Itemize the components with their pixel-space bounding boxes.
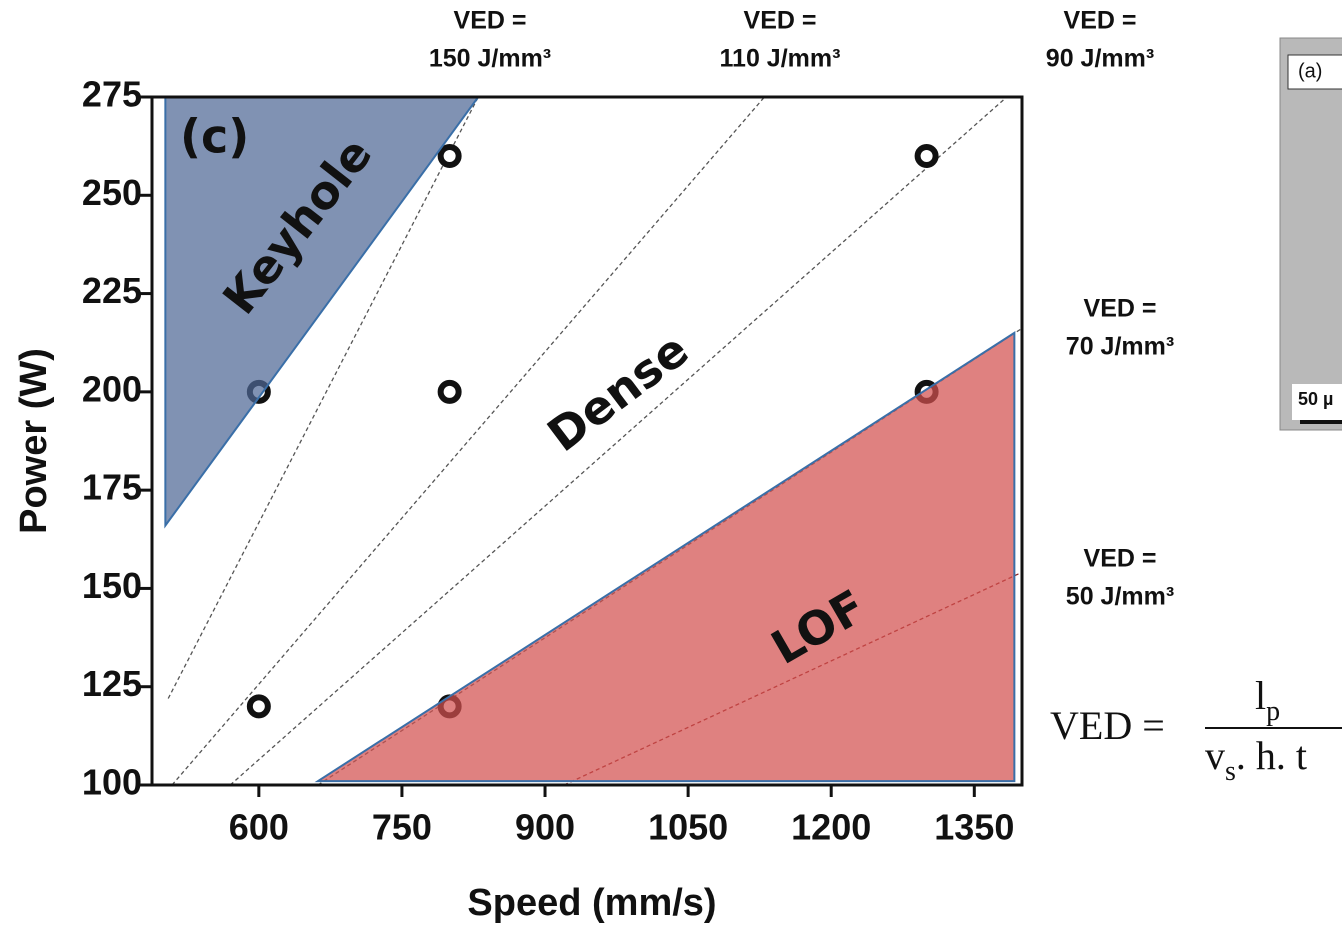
inset-scale-box	[1292, 384, 1342, 420]
inset-label: (a)	[1298, 60, 1322, 82]
ved-label: 50 J/mm³	[1066, 583, 1174, 611]
data-point	[437, 379, 462, 404]
y-tick-label: 175	[82, 467, 142, 508]
plot-frame	[150, 95, 1024, 787]
y-tick-label: 200	[82, 368, 142, 409]
x-tick-label: 1200	[791, 807, 871, 848]
ved-label: 70 J/mm³	[1066, 333, 1174, 361]
denominator: v	[1205, 733, 1225, 778]
denominator-rest: . h. t	[1236, 733, 1307, 778]
x-tick-label: 600	[229, 807, 289, 848]
ved-label: VED =	[1064, 7, 1137, 35]
y-tick-label: 125	[82, 663, 142, 704]
data-point	[246, 694, 271, 719]
annotation: (c)	[180, 110, 249, 164]
inset-label-box	[1287, 54, 1342, 90]
y-axis-label: Power (W)	[13, 348, 55, 534]
x-tick-label: 1350	[934, 807, 1014, 848]
ved-label: VED =	[1084, 295, 1157, 323]
ved-label: 90 J/mm³	[1046, 45, 1154, 73]
equation-numerator: lp	[1255, 673, 1280, 727]
data-point	[437, 143, 462, 168]
ved-line	[171, 96, 765, 786]
ved-line	[229, 96, 1008, 786]
denominator-sub: s	[1225, 756, 1236, 787]
ved-label: 150 J/mm³	[429, 45, 551, 73]
data-point	[914, 143, 939, 168]
y-tick-label: 100	[82, 762, 142, 803]
numerator: l	[1255, 673, 1266, 718]
numerator-sub: p	[1266, 696, 1280, 727]
x-tick-label: 750	[372, 807, 432, 848]
y-tick-label: 150	[82, 565, 142, 606]
inset-photo	[1279, 37, 1342, 431]
ved-label: VED =	[744, 7, 817, 35]
inset-scale: 50 µ	[1298, 389, 1333, 409]
ved-label: VED =	[454, 7, 527, 35]
y-tick-label: 225	[82, 270, 142, 311]
ved-line	[167, 96, 479, 699]
equation-denominator: vs. h. t	[1205, 733, 1307, 787]
y-tick-label: 250	[82, 172, 142, 213]
ved-label: 110 J/mm³	[720, 45, 841, 73]
region	[314, 331, 1016, 783]
y-tick-label: 275	[82, 74, 142, 115]
ved-label: VED =	[1084, 545, 1157, 573]
x-tick-label: 1050	[648, 807, 728, 848]
x-tick-label: 900	[515, 807, 575, 848]
x-axis-label: Speed (mm/s)	[467, 882, 716, 924]
equation-lhs: VED =	[1050, 703, 1165, 748]
